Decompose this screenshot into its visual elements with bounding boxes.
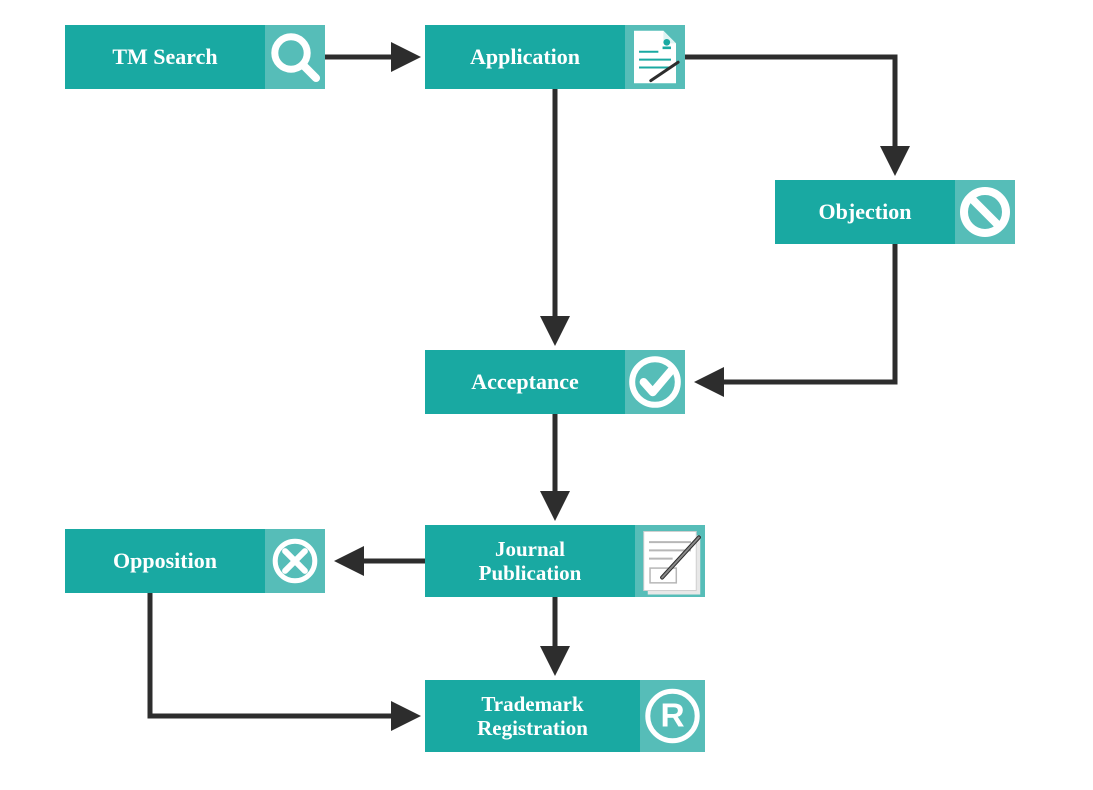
flow-node-label: Application <box>425 25 625 89</box>
flow-edge-application-objection <box>685 57 895 170</box>
flow-node-journal: Journal Publication <box>425 525 705 597</box>
flow-node-label: Opposition <box>65 529 265 593</box>
flow-node-label: Acceptance <box>425 350 625 414</box>
flow-node-label: Objection <box>775 180 955 244</box>
svg-text:R: R <box>660 698 684 735</box>
flow-node-label: Trademark Registration <box>425 680 640 752</box>
flow-node-label: TM Search <box>65 25 265 89</box>
flow-node-acceptance: Acceptance <box>425 350 685 414</box>
flow-node-application: Application <box>425 25 685 89</box>
check-icon <box>625 350 685 414</box>
flow-node-label: Journal Publication <box>425 525 635 597</box>
flow-node-objection: Objection <box>775 180 1015 244</box>
journal-icon <box>635 525 705 597</box>
x-icon <box>265 529 325 593</box>
flow-edge-opposition-registration <box>150 593 415 716</box>
flow-node-registration: Trademark Registration R <box>425 680 705 752</box>
registered-icon: R <box>640 680 705 752</box>
document-icon <box>625 25 685 89</box>
flowchart-canvas: TM Search Application Objection Acceptan… <box>0 0 1093 790</box>
flow-node-opposition: Opposition <box>65 529 325 593</box>
flow-node-tm_search: TM Search <box>65 25 325 89</box>
flow-edge-objection-acceptance <box>700 244 895 382</box>
search-icon <box>265 25 325 89</box>
prohibit-icon <box>955 180 1015 244</box>
